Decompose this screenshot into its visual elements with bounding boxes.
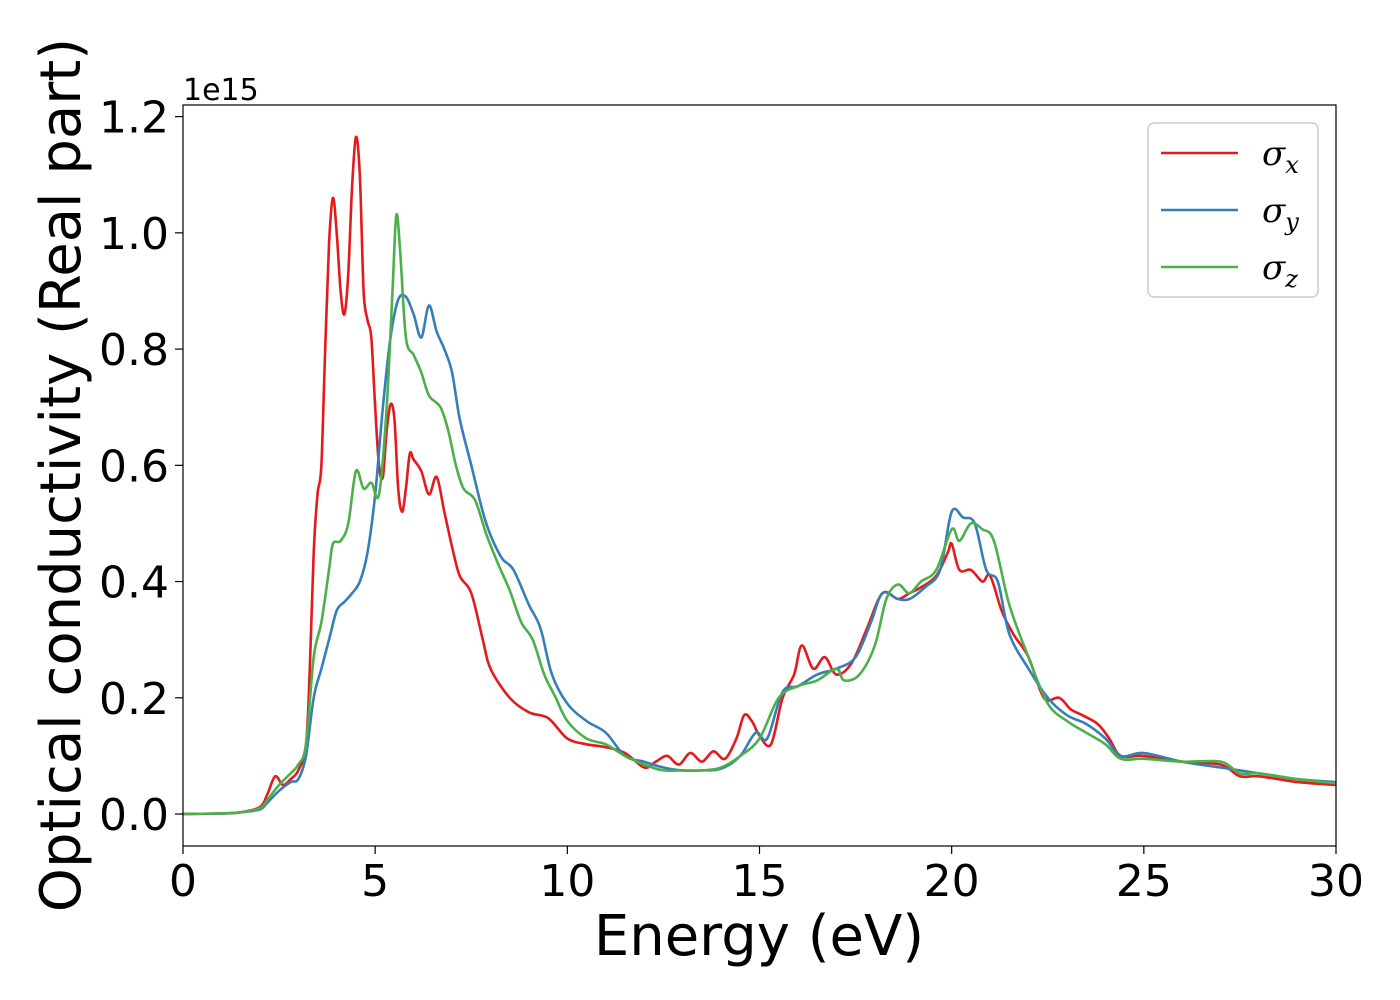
y-axis-title: Optical conductivity (Real part) — [29, 38, 94, 912]
legend-symbol: σ — [1262, 134, 1286, 174]
series-line-y — [183, 293, 1336, 816]
x-tick-label: 30 — [1308, 856, 1364, 907]
x-tick-label: 0 — [169, 856, 197, 907]
y-tick-label: 1.0 — [99, 209, 169, 260]
x-axis-title: Energy (eV) — [594, 904, 924, 969]
y-tick-label: 0.6 — [99, 441, 169, 492]
x-tick-label: 25 — [1116, 856, 1172, 907]
y-tick-label: 0.0 — [99, 790, 169, 841]
x-tick-label: 5 — [361, 856, 389, 907]
y-tick-label: 0.4 — [99, 558, 169, 609]
x-tick-label: 15 — [732, 856, 788, 907]
series-line-z — [183, 212, 1336, 816]
y-tick-label: 0.2 — [99, 674, 169, 725]
x-tick-label: 20 — [924, 856, 980, 907]
legend-label-z: σz — [1262, 248, 1298, 293]
x-tick-label: 10 — [539, 856, 595, 907]
y-tick-label: 1.2 — [99, 93, 169, 144]
y-offset-label: 1e15 — [183, 73, 259, 108]
legend-label-x: σx — [1262, 134, 1299, 179]
legend-subscript: z — [1284, 265, 1298, 293]
legend-subscript: y — [1284, 208, 1299, 236]
legend-symbol: σ — [1262, 191, 1286, 231]
y-tick-label: 0.8 — [99, 325, 169, 376]
legend-subscript: x — [1285, 151, 1299, 179]
legend-label-y: σy — [1262, 191, 1299, 236]
legend-symbol: σ — [1262, 248, 1286, 288]
